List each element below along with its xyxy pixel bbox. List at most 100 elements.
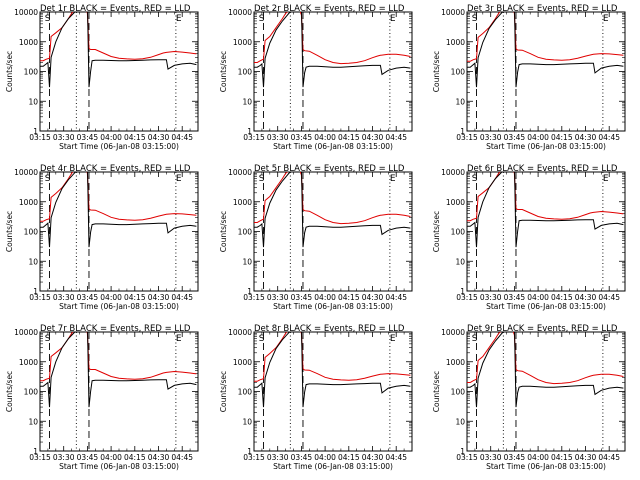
segment-marker-e: E: [390, 334, 396, 344]
y-tick-label: 10000: [228, 168, 252, 177]
plot-panel-8: Det 8r BLACK = Events, RED = LLD 1 10 100 10…: [219, 324, 413, 471]
y-tick-label: 100: [238, 228, 253, 237]
plot-frame: [253, 11, 413, 132]
x-tick-label: 03:15: [29, 453, 51, 462]
x-tick-label: 04:15: [124, 453, 146, 462]
segment-marker-s: S: [259, 334, 265, 344]
x-tick-label: 03:45: [291, 293, 313, 302]
y-tick-label: 1: [247, 447, 252, 456]
x-tick-label: 04:30: [362, 293, 384, 302]
x-tick-label: 03:30: [53, 293, 75, 302]
x-axis-label: Start Time (06-Jan-08 03:15:00): [486, 302, 606, 311]
y-tick-label: 1: [33, 447, 38, 456]
y-axis-label: Counts/sec: [5, 371, 14, 412]
x-tick-label: 03:45: [291, 133, 313, 142]
y-tick-label: 100: [451, 68, 466, 77]
y-tick-label: 1000: [446, 198, 465, 207]
events-series-line: [40, 172, 197, 248]
x-axis-label: Start Time (06-Jan-08 03:15:00): [273, 302, 393, 311]
x-tick-label: 04:45: [598, 133, 620, 142]
x-tick-label: 04:30: [575, 293, 597, 302]
y-tick-label: 1000: [233, 358, 252, 367]
y-tick-label: 1: [33, 127, 38, 136]
y-tick-label: 10: [28, 417, 38, 426]
y-tick-label: 1: [460, 287, 465, 296]
y-tick-label: 100: [238, 388, 253, 397]
segment-marker-e: E: [603, 174, 609, 184]
lld-series-line: [254, 332, 411, 382]
panel-title: Det 2r BLACK = Events, RED = LLD: [254, 4, 405, 14]
segment-marker-s: S: [45, 174, 51, 184]
plot-panel-3: Det 3r BLACK = Events, RED = LLD 1 10 100 10…: [432, 4, 626, 151]
x-axis-label: Start Time (06-Jan-08 03:15:00): [59, 462, 179, 471]
y-tick-label: 10: [455, 97, 465, 106]
y-tick-label: 1000: [233, 198, 252, 207]
x-tick-label: 03:30: [480, 453, 502, 462]
y-tick-label: 10: [28, 257, 38, 266]
x-tick-label: 04:30: [148, 133, 170, 142]
x-tick-label: 03:45: [291, 453, 313, 462]
x-tick-label: 04:00: [100, 293, 122, 302]
x-tick-label: 04:30: [362, 453, 384, 462]
x-tick-label: 03:15: [456, 293, 478, 302]
plot-panel-1: Det 1r BLACK = Events, RED = LLD 1 10 100 10…: [5, 4, 199, 151]
y-tick-label: 1000: [446, 38, 465, 47]
x-tick-label: 04:30: [575, 453, 597, 462]
x-tick-label: 03:45: [77, 453, 99, 462]
y-axis-label: Counts/sec: [5, 51, 14, 92]
plot-frame: [466, 331, 626, 452]
y-axis-label: Counts/sec: [219, 371, 228, 412]
x-tick-label: 04:15: [551, 133, 573, 142]
segment-marker-e: E: [176, 14, 182, 24]
y-tick-label: 1: [460, 447, 465, 456]
events-series-line: [467, 172, 624, 248]
plot-panel-9: Det 9r BLACK = Events, RED = LLD 1 10 100 10…: [432, 324, 626, 471]
panel-title: Det 5r BLACK = Events, RED = LLD: [254, 164, 405, 174]
y-tick-label: 10: [242, 97, 252, 106]
x-tick-label: 04:30: [362, 133, 384, 142]
y-tick-label: 10000: [228, 8, 252, 17]
y-tick-label: 100: [451, 388, 466, 397]
segment-marker-s: S: [259, 174, 265, 184]
x-tick-label: 04:30: [148, 293, 170, 302]
segment-marker-s: S: [45, 334, 51, 344]
y-tick-label: 1000: [19, 358, 38, 367]
x-tick-label: 04:45: [171, 293, 193, 302]
x-tick-label: 03:30: [480, 293, 502, 302]
segment-marker-e: E: [603, 14, 609, 24]
y-axis-label: Counts/sec: [219, 211, 228, 252]
lld-series-line: [467, 12, 624, 62]
y-axis-label: Counts/sec: [219, 51, 228, 92]
x-tick-label: 04:15: [124, 293, 146, 302]
x-tick-label: 04:45: [598, 293, 620, 302]
segment-marker-e: E: [176, 334, 182, 344]
events-series-line: [254, 332, 411, 408]
x-tick-label: 04:15: [551, 293, 573, 302]
events-series-line: [254, 172, 411, 248]
x-tick-label: 04:45: [385, 133, 407, 142]
x-axis-label: Start Time (06-Jan-08 03:15:00): [59, 142, 179, 151]
x-tick-label: 03:15: [243, 453, 265, 462]
y-tick-label: 100: [24, 228, 39, 237]
x-tick-label: 03:45: [504, 133, 526, 142]
events-series-line: [467, 332, 624, 408]
lld-series-line: [40, 172, 197, 222]
segment-marker-e: E: [603, 334, 609, 344]
events-series-line: [467, 12, 624, 88]
panel-title: Det 6r BLACK = Events, RED = LLD: [467, 164, 618, 174]
x-tick-label: 03:15: [29, 133, 51, 142]
segment-marker-e: E: [176, 174, 182, 184]
y-tick-label: 1: [460, 127, 465, 136]
events-series-line: [40, 332, 197, 408]
plot-frame: [39, 11, 199, 132]
lld-series-line: [467, 332, 624, 385]
y-axis-label: Counts/sec: [432, 51, 441, 92]
panel-title: Det 8r BLACK = Events, RED = LLD: [254, 324, 405, 334]
x-tick-label: 04:15: [338, 133, 360, 142]
segment-marker-s: S: [45, 14, 51, 24]
plot-frame: [253, 171, 413, 292]
x-axis-label: Start Time (06-Jan-08 03:15:00): [273, 462, 393, 471]
x-tick-label: 03:30: [267, 293, 289, 302]
x-tick-label: 03:30: [53, 453, 75, 462]
y-tick-label: 100: [238, 68, 253, 77]
